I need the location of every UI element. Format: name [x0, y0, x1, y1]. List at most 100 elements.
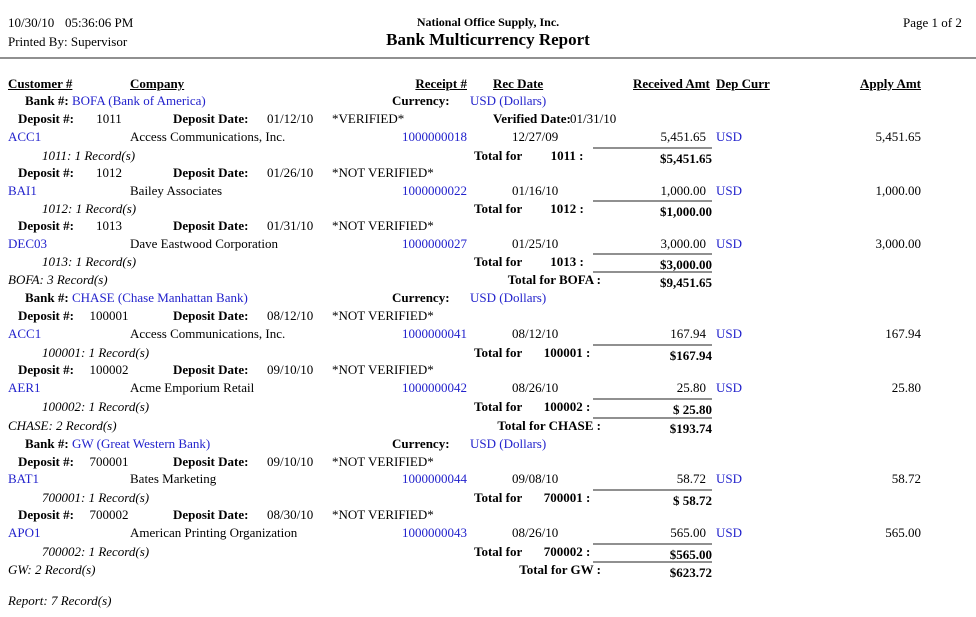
- company-name-cell: Access Communications, Inc.: [130, 326, 286, 341]
- rec-date-cell: 08/12/10: [512, 326, 559, 341]
- receipt-link[interactable]: 1000000042: [402, 380, 467, 395]
- verify-status: *NOT VERIFIED*: [332, 507, 434, 522]
- receipt-link[interactable]: 1000000022: [402, 183, 467, 198]
- deposit-total-amount: $565.00: [593, 543, 712, 564]
- received-amt-cell: 167.94: [670, 326, 706, 341]
- received-amt-cell: 5,451.65: [660, 129, 707, 144]
- deposit-number-label: Deposit #:: [18, 362, 74, 377]
- receipt-link[interactable]: 1000000043: [402, 525, 467, 540]
- dep-curr-link[interactable]: USD: [716, 471, 743, 486]
- receipt-detail-row: ACC1 Access Communications, Inc. 1000000…: [0, 128, 976, 146]
- deposit-number-label: Deposit #:: [18, 218, 74, 233]
- deposit-number: 1013: [96, 218, 122, 233]
- currency-link[interactable]: USD (Dollars): [470, 290, 547, 305]
- customer-link[interactable]: AER1: [8, 380, 41, 395]
- bank-header-row: Bank #: BOFA (Bank of America) Currency:…: [0, 92, 976, 110]
- bank-link[interactable]: BOFA (Bank of America): [72, 93, 206, 108]
- total-for-label: Total for: [474, 345, 523, 360]
- bank-link[interactable]: CHASE (Chase Manhattan Bank): [72, 290, 248, 305]
- dep-curr-link[interactable]: USD: [716, 129, 743, 144]
- customer-link[interactable]: ACC1: [8, 129, 42, 144]
- deposit-total-row: 1011: 1 Record(s) Total for 1011 : $5,45…: [0, 147, 976, 168]
- received-amt-cell: 1,000.00: [660, 183, 707, 198]
- total-for-label: Total for: [474, 148, 523, 163]
- apply-amt-cell: 5,451.65: [875, 129, 922, 144]
- rec-date-cell: 09/08/10: [512, 471, 559, 486]
- receipt-detail-row: DEC03 Dave Eastwood Corporation 10000000…: [0, 235, 976, 253]
- receipt-link[interactable]: 1000000041: [402, 326, 467, 341]
- dep-curr-link[interactable]: USD: [716, 236, 743, 251]
- deposit-number-label: Deposit #:: [18, 308, 74, 323]
- bank-total-label: Total for GW :: [519, 562, 601, 577]
- bank-total-row: CHASE: 2 Record(s) Total for CHASE : $19…: [0, 417, 976, 438]
- customer-link[interactable]: DEC03: [8, 236, 47, 251]
- dep-curr-link[interactable]: USD: [716, 525, 743, 540]
- deposit-total-row: 100001: 1 Record(s) Total for 100001 : $…: [0, 344, 976, 363]
- deposit-date-label: Deposit Date:: [173, 454, 249, 469]
- company-name-cell: American Printing Organization: [130, 525, 298, 540]
- total-for-label: Total for: [474, 201, 523, 216]
- deposit-date: 01/12/10: [267, 111, 314, 126]
- customer-link[interactable]: BAT1: [8, 471, 40, 486]
- bank-header-row: Bank #: CHASE (Chase Manhattan Bank) Cur…: [0, 289, 976, 307]
- receipt-detail-row: APO1 American Printing Organization 1000…: [0, 524, 976, 542]
- total-for-label: Total for: [474, 544, 523, 559]
- receipt-detail-row: ACC1 Access Communications, Inc. 1000000…: [0, 325, 976, 343]
- customer-link[interactable]: APO1: [8, 525, 41, 540]
- col-header-rec-date: Rec Date: [493, 76, 544, 91]
- receipt-detail-row: BAT1 Bates Marketing 1000000044 09/08/10…: [0, 470, 976, 488]
- deposit-number: 1011: [96, 111, 122, 126]
- company-name: National Office Supply, Inc.: [416, 15, 560, 29]
- receipt-detail-row: BAI1 Bailey Associates 1000000022 01/16/…: [0, 182, 976, 200]
- deposit-total-row: 700001: 1 Record(s) Total for 700001 : $…: [0, 489, 976, 508]
- currency-label: Currency:: [392, 290, 450, 305]
- apply-amt-cell: 58.72: [891, 471, 921, 486]
- deposit-number-label: Deposit #:: [18, 111, 74, 126]
- verify-status: *NOT VERIFIED*: [332, 218, 434, 233]
- deposit-total-number: 1011 :: [550, 148, 584, 163]
- deposit-total-row: 700002: 1 Record(s) Total for 700002 : $…: [0, 543, 976, 564]
- report-record-count: Report: 7 Record(s): [8, 593, 112, 608]
- receipt-link[interactable]: 1000000018: [402, 129, 467, 144]
- deposit-header-row: Deposit #: 100001 Deposit Date: 08/12/10…: [0, 307, 976, 325]
- deposit-date: 09/10/10: [267, 454, 314, 469]
- bank-number-label: Bank #:: [25, 436, 69, 451]
- rec-date-cell: 12/27/09: [512, 129, 559, 144]
- col-header-receipt: Receipt #: [415, 76, 467, 91]
- rec-date-cell: 08/26/10: [512, 380, 559, 395]
- customer-link[interactable]: BAI1: [8, 183, 37, 198]
- deposit-number-label: Deposit #:: [18, 165, 74, 180]
- report-title: Bank Multicurrency Report: [386, 30, 590, 49]
- apply-amt-cell: 25.80: [891, 380, 921, 395]
- dep-curr-link[interactable]: USD: [716, 183, 743, 198]
- deposit-total-amount: $5,451.65: [593, 147, 712, 168]
- deposit-record-count: 1011: 1 Record(s): [42, 148, 136, 163]
- bank-record-count: BOFA: 3 Record(s): [8, 272, 108, 287]
- bank-number-label: Bank #:: [25, 290, 69, 305]
- col-header-apply-amt: Apply Amt: [859, 76, 921, 91]
- dep-curr-link[interactable]: USD: [716, 380, 743, 395]
- deposit-date: 01/31/10: [267, 218, 314, 233]
- bank-total-row: GW: 2 Record(s) Total for GW : $623.72: [0, 561, 976, 582]
- currency-link[interactable]: USD (Dollars): [470, 436, 547, 451]
- deposit-number-label: Deposit #:: [18, 454, 74, 469]
- deposit-total-row: 1012: 1 Record(s) Total for 1012 : $1,00…: [0, 200, 976, 219]
- currency-link[interactable]: USD (Dollars): [470, 93, 547, 108]
- dep-curr-link[interactable]: USD: [716, 326, 743, 341]
- deposit-date: 09/10/10: [267, 362, 314, 377]
- header-rule-divider: [0, 57, 976, 59]
- receipt-link[interactable]: 1000000027: [402, 236, 467, 251]
- deposit-number: 1012: [96, 165, 122, 180]
- page-indicator: Page 1 of 2: [903, 15, 962, 30]
- verify-status: *NOT VERIFIED*: [332, 362, 434, 377]
- customer-link[interactable]: ACC1: [8, 326, 42, 341]
- verify-status: *NOT VERIFIED*: [332, 165, 434, 180]
- bank-total-amount: $623.72: [593, 561, 712, 582]
- deposit-header-row: Deposit #: 1013 Deposit Date: 01/31/10 *…: [0, 217, 976, 235]
- bank-total-amount: $193.74: [593, 417, 712, 438]
- bank-link[interactable]: GW (Great Western Bank): [72, 436, 211, 451]
- verified-date-label: Verified Date:: [493, 111, 571, 126]
- deposit-record-count: 700001: 1 Record(s): [42, 490, 150, 505]
- receipt-link[interactable]: 1000000044: [402, 471, 467, 486]
